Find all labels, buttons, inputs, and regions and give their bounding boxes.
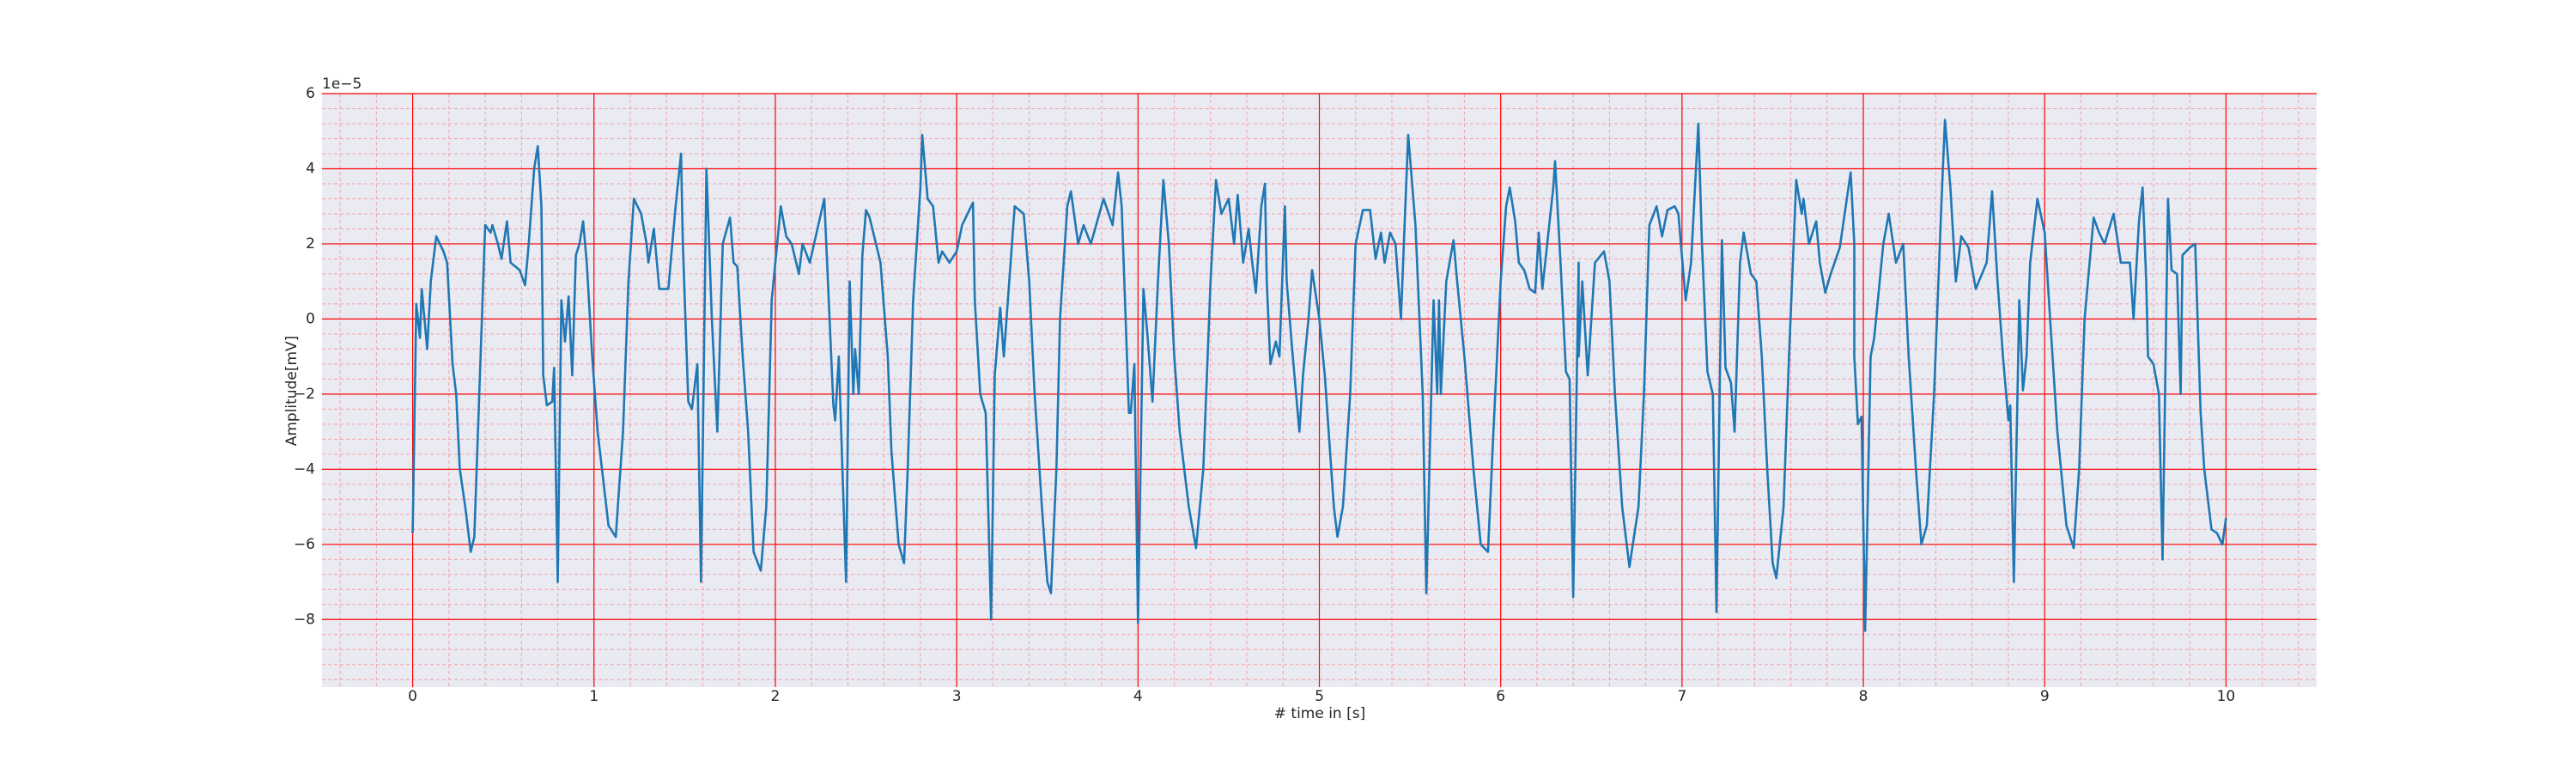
y-tick-label: −6 <box>294 536 315 553</box>
x-tick-label: 0 <box>408 688 417 705</box>
x-tick-label: 1 <box>589 688 598 705</box>
data-layer <box>411 119 2227 632</box>
x-tick-label: 5 <box>1315 688 1324 705</box>
x-tick-label: 3 <box>952 688 962 705</box>
y-tick-label: −2 <box>294 386 315 403</box>
y-tick-label: 6 <box>306 85 315 102</box>
x-tick-label: 2 <box>771 688 781 705</box>
x-tick-label: 4 <box>1133 688 1143 705</box>
y-tick-label: −8 <box>294 611 315 628</box>
x-tick-label: 6 <box>1496 688 1505 705</box>
x-tick-label: 7 <box>1677 688 1686 705</box>
minor-grid <box>322 94 2317 687</box>
x-axis-label: # time in [s] <box>1274 705 1365 722</box>
x-tick-label: 10 <box>2217 688 2236 705</box>
y-offset-label: 1e−5 <box>322 76 361 93</box>
y-tick-label: −4 <box>294 460 315 478</box>
y-tick-label: 2 <box>306 235 315 253</box>
x-tick-label: 9 <box>2040 688 2050 705</box>
labels: 0 1 2 3 4 5 6 7 8 9 10 −8 −6 −4 −2 0 2 4 6 <box>294 85 2235 705</box>
y-axis-label: Amplitude[mV] <box>283 336 301 447</box>
y-tick-label: 0 <box>306 310 315 327</box>
x-tick-label: 8 <box>1859 688 1868 705</box>
signal-line <box>411 119 2227 632</box>
y-tick-label: 4 <box>306 160 315 177</box>
